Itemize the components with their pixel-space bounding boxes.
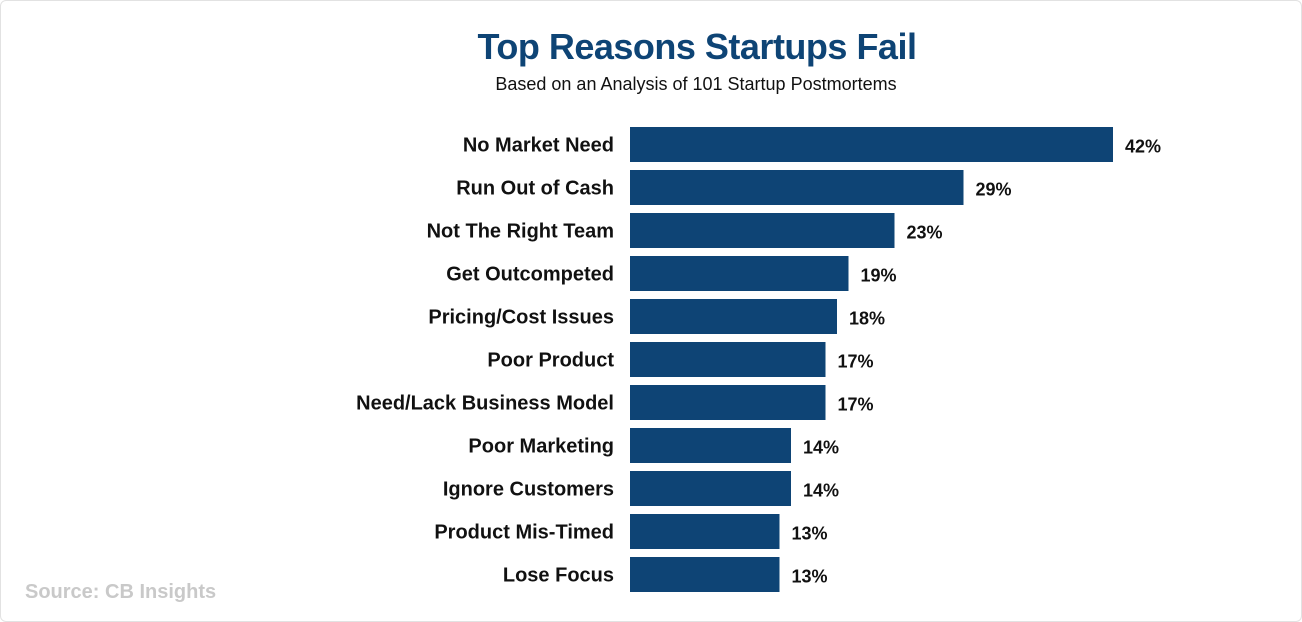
bar-poor-product: [630, 342, 826, 377]
bar-pricing-cost-issues: [630, 299, 837, 334]
category-label: Poor Marketing: [468, 436, 614, 458]
bar-product-mis-timed: [630, 514, 780, 549]
value-label: 19%: [861, 266, 897, 286]
category-label: Run Out of Cash: [456, 178, 614, 200]
category-label: Get Outcompeted: [446, 264, 614, 286]
value-label: 17%: [838, 352, 874, 372]
bar-get-outcompeted: [630, 256, 849, 291]
bar-not-the-right-team: [630, 213, 895, 248]
bar-need-lack-business-model: [630, 385, 826, 420]
bar-poor-marketing: [630, 428, 791, 463]
chart-title: Top Reasons Startups Fail: [477, 26, 917, 67]
value-label: 13%: [792, 524, 828, 544]
category-label: Poor Product: [487, 350, 614, 372]
value-label: 18%: [849, 309, 885, 329]
category-label: Need/Lack Business Model: [356, 393, 614, 415]
value-label: 13%: [792, 567, 828, 587]
bar-ignore-customers: [630, 471, 791, 506]
category-label: Not The Right Team: [427, 221, 614, 243]
category-label: Ignore Customers: [443, 479, 614, 501]
value-label: 14%: [803, 481, 839, 501]
category-label: Lose Focus: [503, 565, 614, 587]
category-label: Product Mis-Timed: [434, 522, 614, 544]
bar-run-out-of-cash: [630, 170, 964, 205]
value-label: 23%: [907, 223, 943, 243]
source-note: Source: CB Insights: [25, 581, 217, 603]
value-label: 14%: [803, 438, 839, 458]
bar-lose-focus: [630, 557, 780, 592]
bar-no-market-need: [630, 127, 1113, 162]
value-label: 17%: [838, 395, 874, 415]
category-label: No Market Need: [463, 135, 614, 157]
value-label: 42%: [1125, 137, 1161, 157]
category-label: Pricing/Cost Issues: [428, 307, 614, 329]
value-label: 29%: [976, 180, 1012, 200]
chart-subtitle: Based on an Analysis of 101 Startup Post…: [495, 74, 897, 94]
